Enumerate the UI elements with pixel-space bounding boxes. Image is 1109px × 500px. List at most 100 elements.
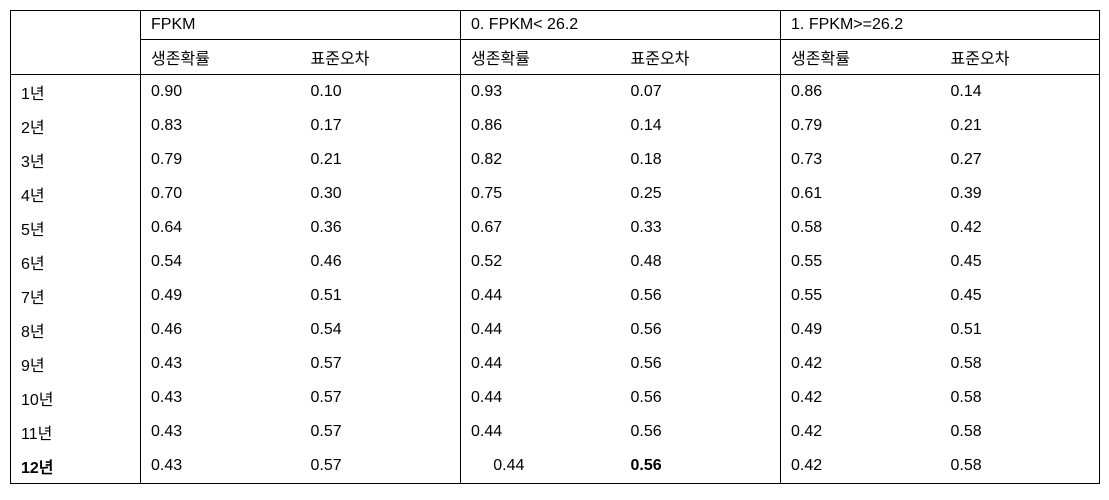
year-cell: 2년 [11, 109, 141, 143]
g3-stderr-cell: 0.21 [941, 109, 1100, 143]
g3-stderr-cell: 0.45 [941, 279, 1100, 313]
header-g2-sub2: 표준오차 [621, 40, 781, 75]
g3-stderr-cell: 0.14 [941, 75, 1100, 110]
table-header: FPKM 0. FPKM< 26.2 1. FPKM>=26.2 생존확률 표준… [11, 11, 1100, 75]
g2-stderr-cell: 0.14 [621, 109, 781, 143]
g1-survival-cell: 0.46 [141, 313, 301, 347]
g2-stderr-cell: 0.56 [621, 449, 781, 484]
g2-survival-cell: 0.75 [461, 177, 621, 211]
table-row: 6년0.540.460.520.480.550.45 [11, 245, 1100, 279]
header-year-blank-2 [11, 40, 141, 75]
table-body: 1년0.900.100.930.070.860.142년0.830.170.86… [11, 75, 1100, 484]
g3-stderr-cell: 0.58 [941, 347, 1100, 381]
table-row: 2년0.830.170.860.140.790.21 [11, 109, 1100, 143]
header-row-1: FPKM 0. FPKM< 26.2 1. FPKM>=26.2 [11, 11, 1100, 40]
table-row: 5년0.640.360.670.330.580.42 [11, 211, 1100, 245]
g2-survival-cell: 0.44 [461, 279, 621, 313]
g3-stderr-cell: 0.27 [941, 143, 1100, 177]
g3-stderr-cell: 0.51 [941, 313, 1100, 347]
g2-survival-cell: 0.93 [461, 75, 621, 110]
g2-stderr-cell: 0.18 [621, 143, 781, 177]
year-cell: 6년 [11, 245, 141, 279]
g3-survival-cell: 0.42 [781, 415, 941, 449]
g3-stderr-cell: 0.58 [941, 449, 1100, 484]
g3-survival-cell: 0.55 [781, 279, 941, 313]
g3-survival-cell: 0.79 [781, 109, 941, 143]
year-cell: 4년 [11, 177, 141, 211]
g2-stderr-cell: 0.56 [621, 279, 781, 313]
table-row: 10년0.430.570.440.560.420.58 [11, 381, 1100, 415]
year-cell: 10년 [11, 381, 141, 415]
header-year-blank [11, 11, 141, 40]
table-row: 1년0.900.100.930.070.860.14 [11, 75, 1100, 110]
g1-survival-cell: 0.43 [141, 449, 301, 484]
g2-stderr-cell: 0.07 [621, 75, 781, 110]
g1-stderr-cell: 0.36 [301, 211, 461, 245]
g2-stderr-cell: 0.48 [621, 245, 781, 279]
g2-survival-cell: 0.44 [461, 449, 621, 484]
g3-survival-cell: 0.42 [781, 381, 941, 415]
g1-stderr-cell: 0.57 [301, 415, 461, 449]
g1-survival-cell: 0.79 [141, 143, 301, 177]
g2-survival-cell: 0.44 [461, 347, 621, 381]
g2-survival-cell: 0.44 [461, 313, 621, 347]
g2-survival-cell: 0.67 [461, 211, 621, 245]
g3-survival-cell: 0.42 [781, 449, 941, 484]
g1-survival-cell: 0.90 [141, 75, 301, 110]
g1-survival-cell: 0.43 [141, 347, 301, 381]
g3-stderr-cell: 0.58 [941, 415, 1100, 449]
g2-stderr-cell: 0.56 [621, 415, 781, 449]
year-cell: 3년 [11, 143, 141, 177]
table-row: 4년0.700.300.750.250.610.39 [11, 177, 1100, 211]
g3-survival-cell: 0.58 [781, 211, 941, 245]
g3-stderr-cell: 0.42 [941, 211, 1100, 245]
g1-stderr-cell: 0.21 [301, 143, 461, 177]
g1-survival-cell: 0.70 [141, 177, 301, 211]
header-g1-sub2: 표준오차 [301, 40, 461, 75]
g3-stderr-cell: 0.39 [941, 177, 1100, 211]
header-group-3: 1. FPKM>=26.2 [781, 11, 1100, 40]
g1-survival-cell: 0.83 [141, 109, 301, 143]
table-row: 3년0.790.210.820.180.730.27 [11, 143, 1100, 177]
header-g3-sub1: 생존확률 [781, 40, 941, 75]
g1-survival-cell: 0.54 [141, 245, 301, 279]
year-cell: 11년 [11, 415, 141, 449]
g1-stderr-cell: 0.57 [301, 449, 461, 484]
g1-survival-cell: 0.43 [141, 381, 301, 415]
year-cell: 5년 [11, 211, 141, 245]
g2-stderr-cell: 0.25 [621, 177, 781, 211]
header-g1-sub1: 생존확률 [141, 40, 301, 75]
header-g2-sub1: 생존확률 [461, 40, 621, 75]
g2-survival-cell: 0.44 [461, 381, 621, 415]
g1-stderr-cell: 0.46 [301, 245, 461, 279]
g2-survival-cell: 0.52 [461, 245, 621, 279]
g1-survival-cell: 0.49 [141, 279, 301, 313]
g2-stderr-cell: 0.56 [621, 347, 781, 381]
g1-survival-cell: 0.43 [141, 415, 301, 449]
g1-stderr-cell: 0.30 [301, 177, 461, 211]
g1-stderr-cell: 0.17 [301, 109, 461, 143]
g2-stderr-cell: 0.56 [621, 313, 781, 347]
g1-stderr-cell: 0.54 [301, 313, 461, 347]
g3-survival-cell: 0.86 [781, 75, 941, 110]
header-row-2: 생존확률 표준오차 생존확률 표준오차 생존확률 표준오차 [11, 40, 1100, 75]
g2-stderr-cell: 0.33 [621, 211, 781, 245]
g1-stderr-cell: 0.51 [301, 279, 461, 313]
table-row: 8년0.460.540.440.560.490.51 [11, 313, 1100, 347]
g1-survival-cell: 0.64 [141, 211, 301, 245]
survival-table: FPKM 0. FPKM< 26.2 1. FPKM>=26.2 생존확률 표준… [10, 10, 1100, 484]
header-group-1: FPKM [141, 11, 461, 40]
g3-survival-cell: 0.55 [781, 245, 941, 279]
g3-survival-cell: 0.61 [781, 177, 941, 211]
table-row: 9년0.430.570.440.560.420.58 [11, 347, 1100, 381]
table-row: 12년0.430.57 0.440.560.420.58 [11, 449, 1100, 484]
g3-survival-cell: 0.42 [781, 347, 941, 381]
year-cell: 1년 [11, 75, 141, 110]
table-row: 7년0.490.510.440.560.550.45 [11, 279, 1100, 313]
g2-stderr-cell: 0.56 [621, 381, 781, 415]
g3-survival-cell: 0.73 [781, 143, 941, 177]
g3-stderr-cell: 0.58 [941, 381, 1100, 415]
header-group-2: 0. FPKM< 26.2 [461, 11, 781, 40]
year-cell: 7년 [11, 279, 141, 313]
g3-survival-cell: 0.49 [781, 313, 941, 347]
